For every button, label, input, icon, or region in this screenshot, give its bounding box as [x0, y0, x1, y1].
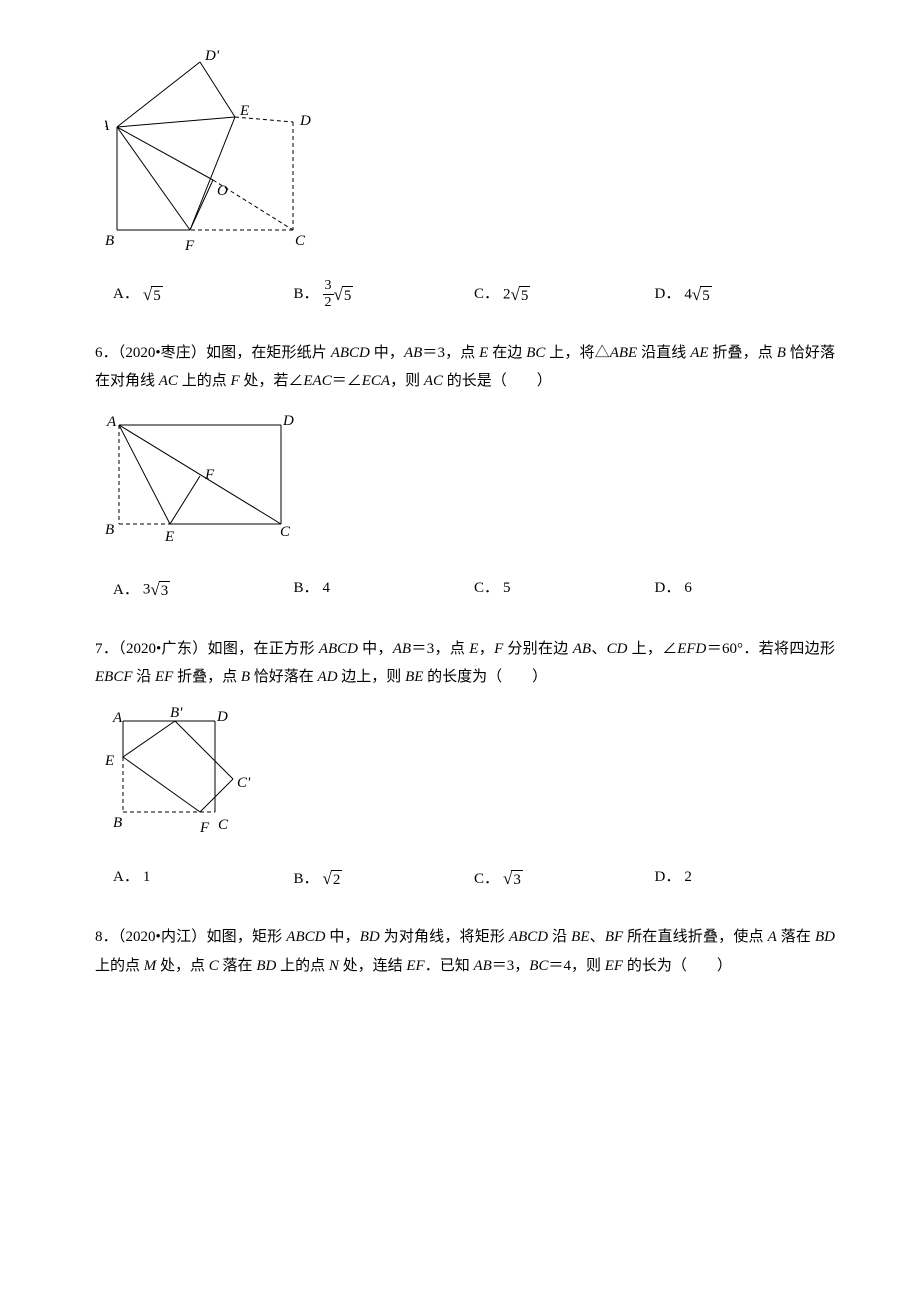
- q6-num: 6．: [95, 345, 118, 361]
- frac-num: 3: [323, 279, 334, 295]
- q5-c-value: 5: [519, 286, 531, 305]
- q6-option-d[interactable]: D．6: [655, 574, 836, 606]
- q5-svg: D' E D A O B F C: [105, 50, 325, 250]
- question-5-partial: D'EDAOBFC A．5 B．325 C．25 D．45: [95, 50, 835, 311]
- q7-option-a[interactable]: A．1: [113, 863, 294, 895]
- svg-text:B: B: [113, 815, 122, 831]
- opt-label: C．: [474, 286, 499, 302]
- svg-text:F: F: [184, 238, 195, 250]
- q6-figure: A D F B E C: [105, 411, 835, 557]
- q5-option-a[interactable]: A． 5: [113, 279, 294, 311]
- q5-d-value: 5: [700, 286, 712, 305]
- q5-d-pre: 4: [684, 286, 692, 302]
- svg-text:F: F: [204, 467, 215, 483]
- svg-text:A: A: [105, 118, 110, 134]
- svg-text:F: F: [199, 820, 210, 835]
- opt-label: B．: [294, 286, 319, 302]
- question-6: 6．（2020•枣庄）如图，在矩形纸片 ABCD 中，AB＝3，点 E 在边 B…: [95, 339, 835, 607]
- q6-options: A．33 B．4 C．5 D．6: [113, 574, 835, 606]
- question-7: 7．（2020•广东）如图，在正方形 ABCD 中，AB＝3，点 E，F 分别在…: [95, 635, 835, 896]
- q7-text: 7．（2020•广东）如图，在正方形 ABCD 中，AB＝3，点 E，F 分别在…: [95, 635, 835, 692]
- svg-text:E: E: [164, 529, 174, 545]
- q7-option-b[interactable]: B．2: [294, 863, 475, 895]
- svg-text:A: A: [106, 414, 117, 430]
- q6-source: （2020•枣庄）: [118, 345, 206, 361]
- q7-svg: A B' D E C' B FC: [105, 707, 260, 835]
- q5-b-value: 5: [342, 286, 354, 305]
- svg-text:C': C': [237, 775, 251, 791]
- q8-text: 8．（2020•内江）如图，矩形 ABCD 中，BD 为对角线，将矩形 ABCD…: [95, 923, 835, 980]
- q6-svg: A D F B E C: [105, 411, 305, 546]
- q7-num: 7．: [95, 641, 118, 657]
- q7-source: （2020•广东）: [118, 641, 207, 657]
- question-8: 8．（2020•内江）如图，矩形 ABCD 中，BD 为对角线，将矩形 ABCD…: [95, 923, 835, 980]
- q6-text: 6．（2020•枣庄）如图，在矩形纸片 ABCD 中，AB＝3，点 E 在边 B…: [95, 339, 835, 396]
- svg-text:D': D': [204, 50, 220, 64]
- svg-text:D: D: [282, 413, 294, 429]
- svg-text:O: O: [217, 183, 228, 199]
- q7-option-d[interactable]: D．2: [655, 863, 836, 895]
- q6-option-b[interactable]: B．4: [294, 574, 475, 606]
- svg-text:E: E: [105, 753, 114, 769]
- frac-den: 2: [323, 295, 334, 310]
- svg-text:B': B': [170, 707, 183, 721]
- q6-option-c[interactable]: C．5: [474, 574, 655, 606]
- svg-text:D: D: [299, 113, 311, 129]
- q8-num: 8．: [95, 929, 118, 945]
- q5-option-b[interactable]: B．325: [294, 279, 475, 311]
- q5-a-value: 5: [151, 286, 163, 305]
- q7-option-c[interactable]: C．3: [474, 863, 655, 895]
- svg-text:D: D: [216, 709, 228, 725]
- opt-label: A．: [113, 286, 139, 302]
- q6-option-a[interactable]: A．33: [113, 574, 294, 606]
- svg-text:B: B: [105, 522, 114, 538]
- svg-text:E: E: [239, 103, 249, 119]
- q5-figure: D' E D A O B F C: [105, 50, 835, 261]
- svg-text:B: B: [105, 233, 114, 249]
- svg-text:C: C: [295, 233, 306, 249]
- opt-label: D．: [655, 286, 681, 302]
- q5-option-c[interactable]: C．25: [474, 279, 655, 311]
- svg-text:A: A: [112, 710, 123, 726]
- q5-c-pre: 2: [503, 286, 511, 302]
- svg-text:C: C: [218, 817, 229, 833]
- q5-options: A．5 B．325 C．25 D．45: [113, 279, 835, 311]
- q5-option-d[interactable]: D．45: [655, 279, 836, 311]
- svg-text:C: C: [280, 524, 291, 540]
- q8-source: （2020•内江）: [118, 929, 207, 945]
- q7-options: A．1 B．2 C．3 D．2: [113, 863, 835, 895]
- q7-figure: A B' D E C' B FC: [105, 707, 835, 846]
